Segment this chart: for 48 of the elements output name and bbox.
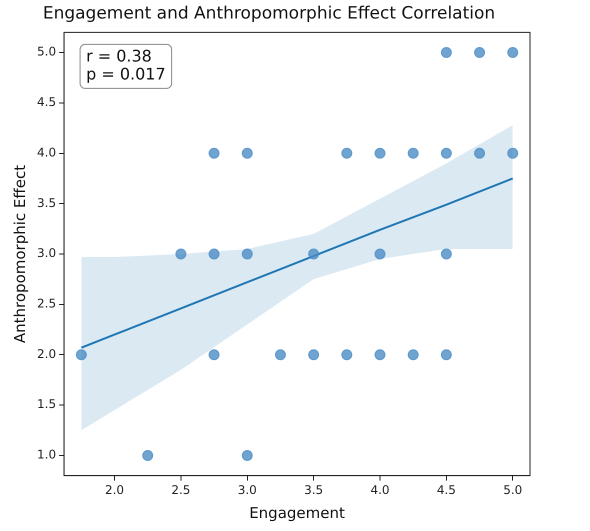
x-tick-label: 3.0: [238, 482, 257, 497]
annotation: r = 0.38: [86, 46, 152, 66]
point: [440, 47, 452, 58]
point: [242, 450, 253, 461]
point: [374, 349, 386, 360]
x-tick-label: 5.0: [503, 482, 522, 497]
point: [142, 450, 154, 461]
x-tick-label: 4.5: [436, 482, 456, 497]
x-tick-label: 3.5: [304, 482, 324, 497]
y-tick-label: 3.5: [36, 196, 56, 210]
point: [374, 248, 386, 260]
y-tick-label: 3.0: [36, 246, 56, 260]
y-tick-label: 2.5: [36, 296, 56, 310]
point: [507, 47, 518, 58]
annotation: p = 0.017: [86, 64, 166, 84]
point: [274, 349, 286, 360]
y-tick-label: 1.0: [36, 448, 56, 462]
y-tick-label: 1.5: [36, 397, 56, 412]
point: [440, 349, 452, 360]
chart-title: Engagement and Anthropomorphic Effect Correlation: [42, 4, 496, 24]
point: [341, 148, 352, 159]
point: [308, 349, 320, 360]
y-tick-label: 4.0: [36, 145, 56, 160]
y-tick-label: 2.0: [36, 346, 56, 361]
point: [507, 148, 518, 159]
point: [175, 248, 186, 260]
x-tick-label: 2.5: [171, 482, 190, 497]
y-axis-title: Anthropomorphic Effect: [10, 164, 29, 344]
point: [308, 248, 320, 260]
point: [208, 349, 220, 360]
point: [76, 349, 87, 360]
y-tick-label: 4.5: [36, 95, 56, 110]
point: [474, 148, 486, 159]
point: [208, 248, 220, 260]
point: [242, 148, 253, 159]
point: [408, 148, 419, 159]
point: [208, 148, 220, 159]
point: [374, 148, 386, 159]
point: [242, 248, 253, 260]
point: [474, 47, 486, 58]
point: [341, 349, 352, 360]
point: [440, 248, 452, 260]
point: [440, 148, 452, 159]
x-tick-label: 4.0: [370, 482, 390, 497]
point: [408, 349, 419, 360]
x-tick-label: 2.0: [104, 482, 124, 497]
x-axis-title: Engagement: [249, 504, 345, 522]
y-tick-label: 5.0: [36, 44, 56, 59]
